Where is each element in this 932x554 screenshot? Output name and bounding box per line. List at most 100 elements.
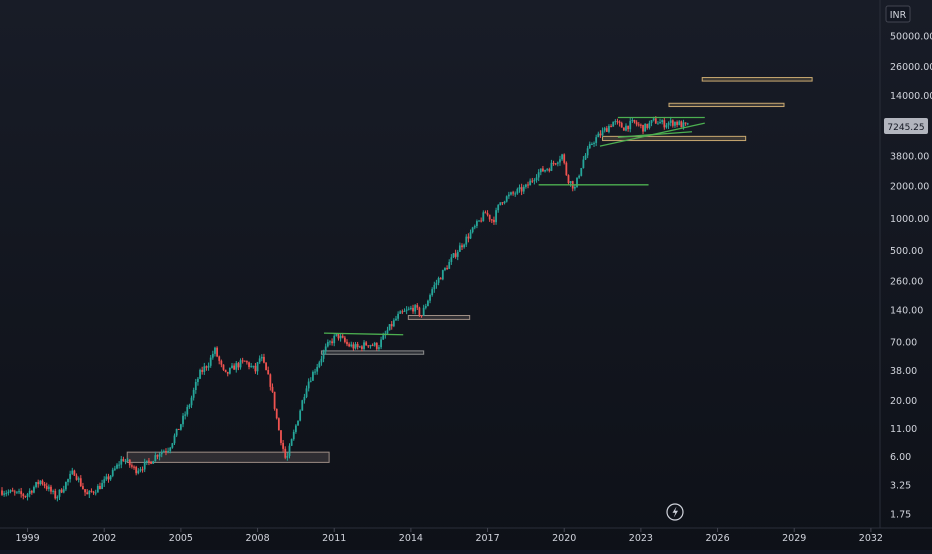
time-tick-4: 2011 xyxy=(322,533,346,544)
candle-body-202 xyxy=(431,289,434,296)
candle-body-308 xyxy=(657,123,659,125)
candle-body-38 xyxy=(82,486,84,490)
candle-body-284 xyxy=(605,128,608,132)
candle-body-117 xyxy=(250,365,253,367)
candle-body-5 xyxy=(11,490,14,492)
candle-body-249 xyxy=(531,180,534,182)
candle-body-3 xyxy=(7,491,10,494)
trendlines-layer xyxy=(323,116,705,336)
candle-body-108 xyxy=(231,365,233,368)
candle-body-194 xyxy=(414,305,417,312)
plot-area[interactable] xyxy=(1,77,813,502)
candle-body-159 xyxy=(339,335,342,339)
candle-body-10 xyxy=(22,494,25,497)
candle-body-207 xyxy=(441,270,444,280)
candle-body-45 xyxy=(96,485,99,493)
candle-body-54 xyxy=(116,464,118,469)
candle-body-220 xyxy=(469,232,472,239)
candle-body-29 xyxy=(62,489,65,493)
price-tick-12: 11.00 xyxy=(890,424,917,435)
candle-body-27 xyxy=(58,489,61,497)
candle-body-223 xyxy=(476,221,478,227)
candle-body-49 xyxy=(105,476,108,480)
candle-body-156 xyxy=(333,335,336,344)
candle-body-279 xyxy=(595,137,598,143)
tradingview-logo-icon[interactable] xyxy=(666,503,684,521)
candle-body-132 xyxy=(282,442,285,449)
candle-body-190 xyxy=(405,309,408,311)
candle-body-39 xyxy=(84,489,86,493)
candle-body-71 xyxy=(152,461,155,464)
candle-body-127 xyxy=(271,386,274,392)
candle-body-53 xyxy=(113,468,116,470)
candle-body-114 xyxy=(243,360,246,362)
candle-body-185 xyxy=(395,318,397,321)
candle-body-100 xyxy=(214,347,216,354)
candle-body-273 xyxy=(582,159,585,169)
time-axis[interactable]: 1999 2002 2005 2008 2011 2014 2017 2020 2023 2026… xyxy=(15,528,883,544)
candle-body-322 xyxy=(686,123,689,125)
candle-body-121 xyxy=(258,358,261,363)
candle-body-125 xyxy=(267,370,270,375)
candle-body-141 xyxy=(301,400,304,411)
time-tick-5: 2014 xyxy=(399,533,423,544)
candle-body-198 xyxy=(422,307,425,316)
candle-body-15 xyxy=(33,487,35,493)
candle-body-98 xyxy=(209,357,212,366)
candle-body-290 xyxy=(618,121,621,124)
candle-body-234 xyxy=(499,202,502,206)
price-tick-0: 50000.00 xyxy=(890,32,932,43)
candle-body-199 xyxy=(424,306,427,308)
candle-body-188 xyxy=(401,311,404,313)
candle-body-34 xyxy=(73,470,76,476)
candle-body-126 xyxy=(269,374,272,387)
candle-body-60 xyxy=(128,459,131,466)
candle-body-59 xyxy=(126,459,129,461)
candle-body-149 xyxy=(318,362,321,368)
candle-body-154 xyxy=(329,341,331,343)
candle-body-103 xyxy=(220,360,223,365)
candle-body-104 xyxy=(222,364,225,370)
trendline-0 xyxy=(323,332,404,336)
candle-body-13 xyxy=(28,490,31,494)
candle-body-302 xyxy=(644,123,647,132)
candle-body-227 xyxy=(484,212,487,214)
candle-body-152 xyxy=(324,346,327,352)
candle-body-300 xyxy=(639,124,642,126)
candle-body-81 xyxy=(173,435,176,444)
candle-body-179 xyxy=(382,335,385,340)
candle-body-298 xyxy=(635,122,638,125)
candle-body-275 xyxy=(586,148,589,156)
candle-body-258 xyxy=(550,162,553,171)
candle-body-201 xyxy=(429,295,431,301)
candle-body-56 xyxy=(120,459,123,465)
candle-body-200 xyxy=(427,300,429,307)
candle-body-232 xyxy=(495,210,497,223)
candle-body-318 xyxy=(678,121,681,125)
price-tick-1: 26000.00 xyxy=(890,62,932,73)
candle-body-21 xyxy=(45,485,48,490)
candle-body-266 xyxy=(567,175,570,184)
candle-body-257 xyxy=(548,169,551,171)
candle-body-20 xyxy=(43,483,46,486)
candle-body-160 xyxy=(341,335,344,338)
candle-body-173 xyxy=(369,345,372,347)
candle-body-146 xyxy=(312,371,314,381)
candle-body-33 xyxy=(71,470,74,474)
trendline-4 xyxy=(617,131,693,138)
candle-body-312 xyxy=(665,125,668,128)
candle-body-316 xyxy=(674,121,676,126)
candle-body-73 xyxy=(156,455,159,457)
candle-body-192 xyxy=(409,307,412,309)
candle-body-9 xyxy=(20,491,23,495)
candle-body-153 xyxy=(326,341,329,347)
price-tick-8: 140.00 xyxy=(890,305,923,316)
candle-body-205 xyxy=(437,278,440,283)
candle-body-61 xyxy=(131,465,133,467)
candle-body-241 xyxy=(514,193,517,195)
candle-body-55 xyxy=(118,464,121,466)
candle-body-106 xyxy=(226,371,229,374)
candle-body-204 xyxy=(435,282,438,285)
price-axis[interactable]: 50000.00 26000.00 14000.00 3800.00 2000.00 10… xyxy=(890,32,932,521)
